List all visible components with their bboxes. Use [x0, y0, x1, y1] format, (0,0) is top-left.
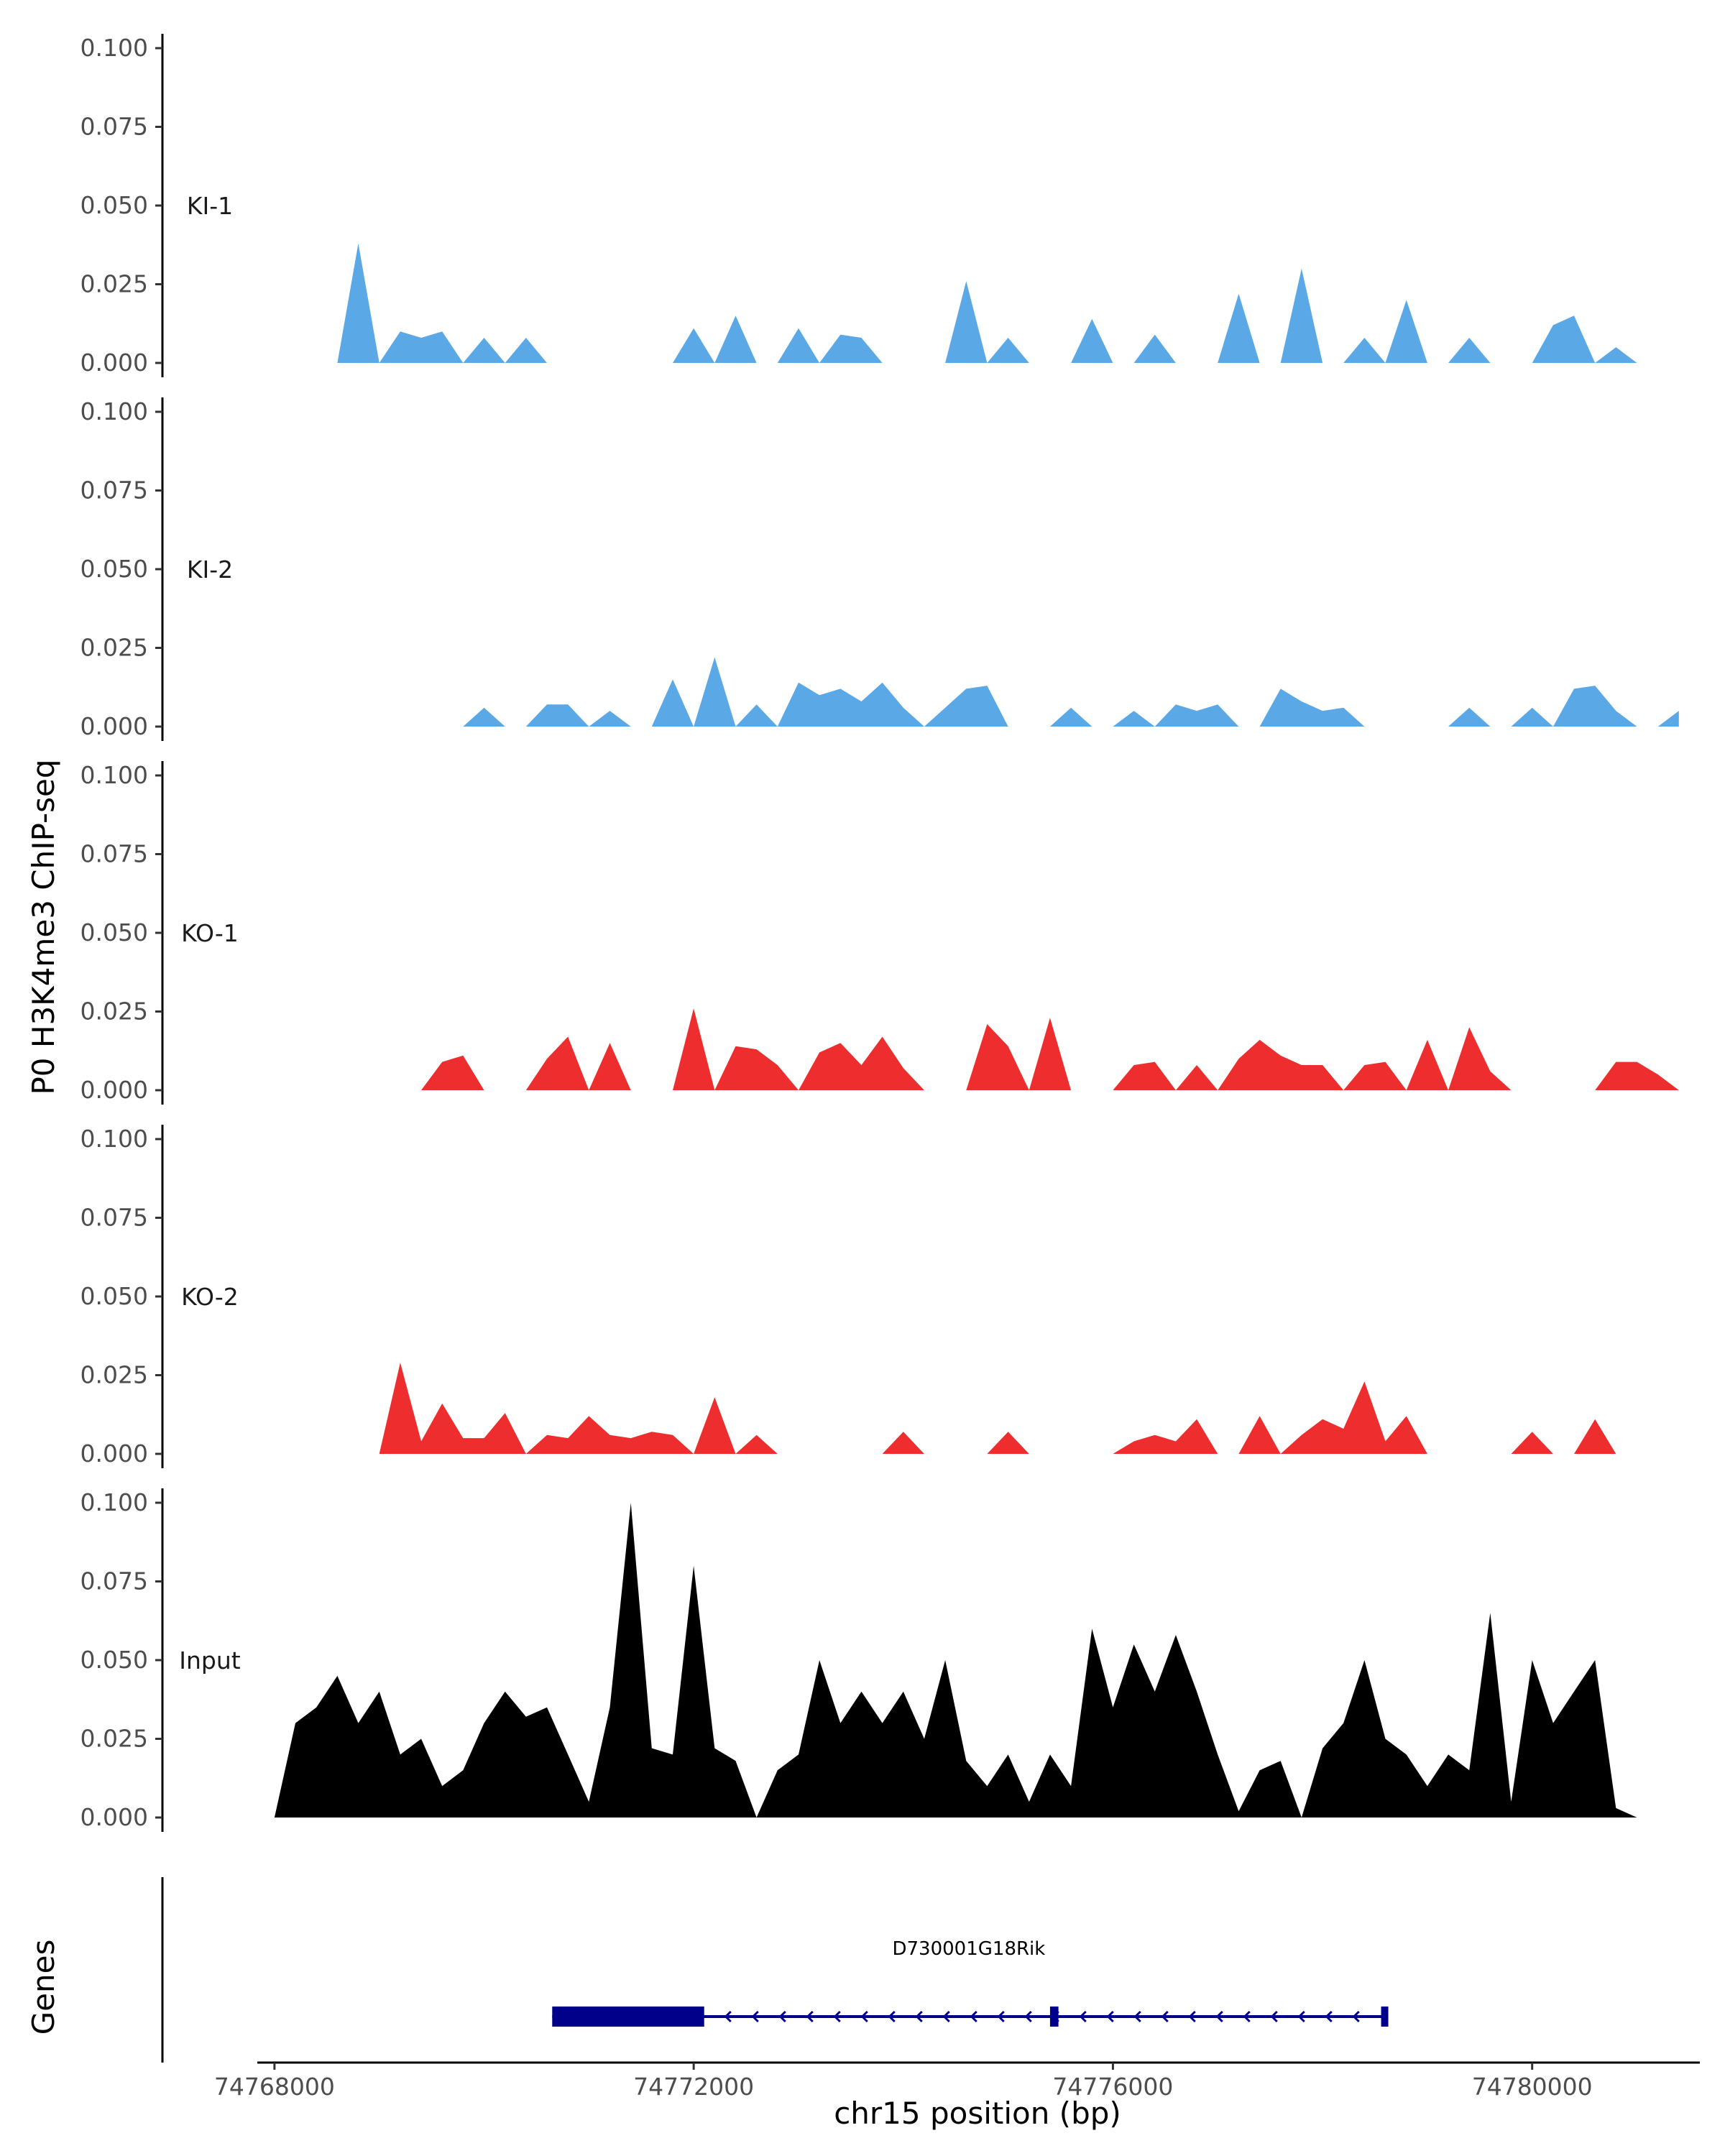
track-label-ki-1: KI-1 [187, 192, 233, 220]
strand-arrow [1106, 2010, 1114, 2023]
y-tick-label: 0.000 [80, 1439, 148, 1468]
signal-area-ko-2 [274, 1363, 1679, 1454]
y-tick-label: 0.075 [80, 113, 148, 141]
track-input: 0.000 0.025 0.050 0.075 0.100 Input [80, 1488, 1679, 1832]
track-ko-1: 0.000 0.025 0.050 0.075 0.100 KO-1 [80, 761, 1679, 1105]
y-tick-label: 0.000 [80, 1803, 148, 1831]
strand-arrow [942, 2010, 950, 2023]
track-label-input: Input [179, 1646, 241, 1674]
x-tick-label: 74780000 [1472, 2073, 1593, 2101]
gene-label: D730001G18Rik [892, 1938, 1045, 1960]
strand-arrow [833, 2010, 841, 2023]
y-tick-label: 0.075 [80, 1204, 148, 1232]
strand-arrow [1188, 2010, 1196, 2023]
strand-arrow [997, 2010, 1005, 2023]
strand-arrow [1133, 2010, 1141, 2023]
strand-arrow [915, 2010, 923, 2023]
strand-arrow [1161, 2010, 1169, 2023]
strand-arrow [751, 2010, 759, 2023]
track-label-ki-2: KI-2 [187, 556, 233, 584]
track-ko-2: 0.000 0.025 0.050 0.075 0.100 KO-2 [80, 1125, 1679, 1468]
y-tick-label: 0.100 [80, 1125, 148, 1153]
track-label-ko-2: KO-2 [181, 1283, 239, 1311]
gene-exon [552, 2007, 704, 2027]
y-tick-label: 0.025 [80, 634, 148, 662]
genes-panel: D730001G18Rik [161, 1877, 1389, 2063]
strand-arrow [1215, 2010, 1223, 2023]
y-tick-label: 0.075 [80, 840, 148, 868]
strand-arrow [1024, 2010, 1032, 2023]
y-tick-label: 0.050 [80, 1282, 148, 1310]
y-tick-label: 0.025 [80, 1725, 148, 1753]
y-tick-label: 0.025 [80, 1361, 148, 1389]
y-tick-label: 0.025 [80, 270, 148, 298]
y-tick-label: 0.075 [80, 476, 148, 505]
strand-arrow [1270, 2010, 1278, 2023]
y-tick-label: 0.100 [80, 397, 148, 425]
gene-end-cap [1381, 2007, 1389, 2027]
y-tick-label: 0.000 [80, 1076, 148, 1104]
gene-d730001g18rik: D730001G18Rik [552, 1938, 1389, 2027]
y-axis-title: P0 H3K4me3 ChIP-seq [26, 759, 61, 1095]
strand-arrow [724, 2010, 732, 2023]
signal-tracks: 0.0000.0250.0500.0750.100KI-10.0000.0250… [80, 34, 1679, 1832]
track-ki-1: 0.000 0.025 0.050 0.075 0.100 KI-1 [80, 34, 1679, 377]
track-label-ko-1: KO-1 [181, 919, 239, 947]
signal-area-ki-2 [274, 657, 1679, 727]
signal-area-ki-1 [274, 243, 1679, 363]
strand-arrow [860, 2010, 868, 2023]
y-tick-label: 0.100 [80, 761, 148, 789]
y-tick-label: 0.050 [80, 1646, 148, 1674]
strand-arrow [1352, 2010, 1360, 2023]
y-tick-label: 0.100 [80, 34, 148, 62]
strand-arrow [806, 2010, 814, 2023]
y-tick-label: 0.025 [80, 998, 148, 1026]
genes-axis-title: Genes [26, 1940, 61, 2035]
strand-arrow [1079, 2010, 1087, 2023]
x-tick-label: 74768000 [214, 2073, 335, 2101]
signal-area-ko-1 [274, 1008, 1679, 1090]
strand-arrow [888, 2010, 896, 2023]
y-tick-label: 0.075 [80, 1567, 148, 1595]
strand-arrow [778, 2010, 786, 2023]
x-axis: 74768000 74772000 74776000 74780000 [214, 2061, 1700, 2101]
x-axis-title: chr15 position (bp) [834, 2096, 1121, 2131]
y-tick-label: 0.050 [80, 191, 148, 219]
strand-arrow [1325, 2010, 1333, 2023]
strand-arrow [1243, 2010, 1251, 2023]
strand-arrow [1297, 2010, 1305, 2023]
y-tick-label: 0.000 [80, 712, 148, 740]
y-tick-label: 0.100 [80, 1488, 148, 1516]
strand-arrow [1052, 2010, 1059, 2023]
track-ki-2: 0.000 0.025 0.050 0.075 0.100 KI-2 [80, 397, 1679, 741]
strand-arrow [970, 2010, 978, 2023]
x-tick-label: 74776000 [1052, 2073, 1173, 2101]
y-tick-label: 0.050 [80, 555, 148, 583]
y-tick-label: 0.000 [80, 349, 148, 377]
x-tick-label: 74772000 [633, 2073, 754, 2101]
y-tick-label: 0.050 [80, 918, 148, 946]
signal-area-input [274, 1503, 1679, 1818]
